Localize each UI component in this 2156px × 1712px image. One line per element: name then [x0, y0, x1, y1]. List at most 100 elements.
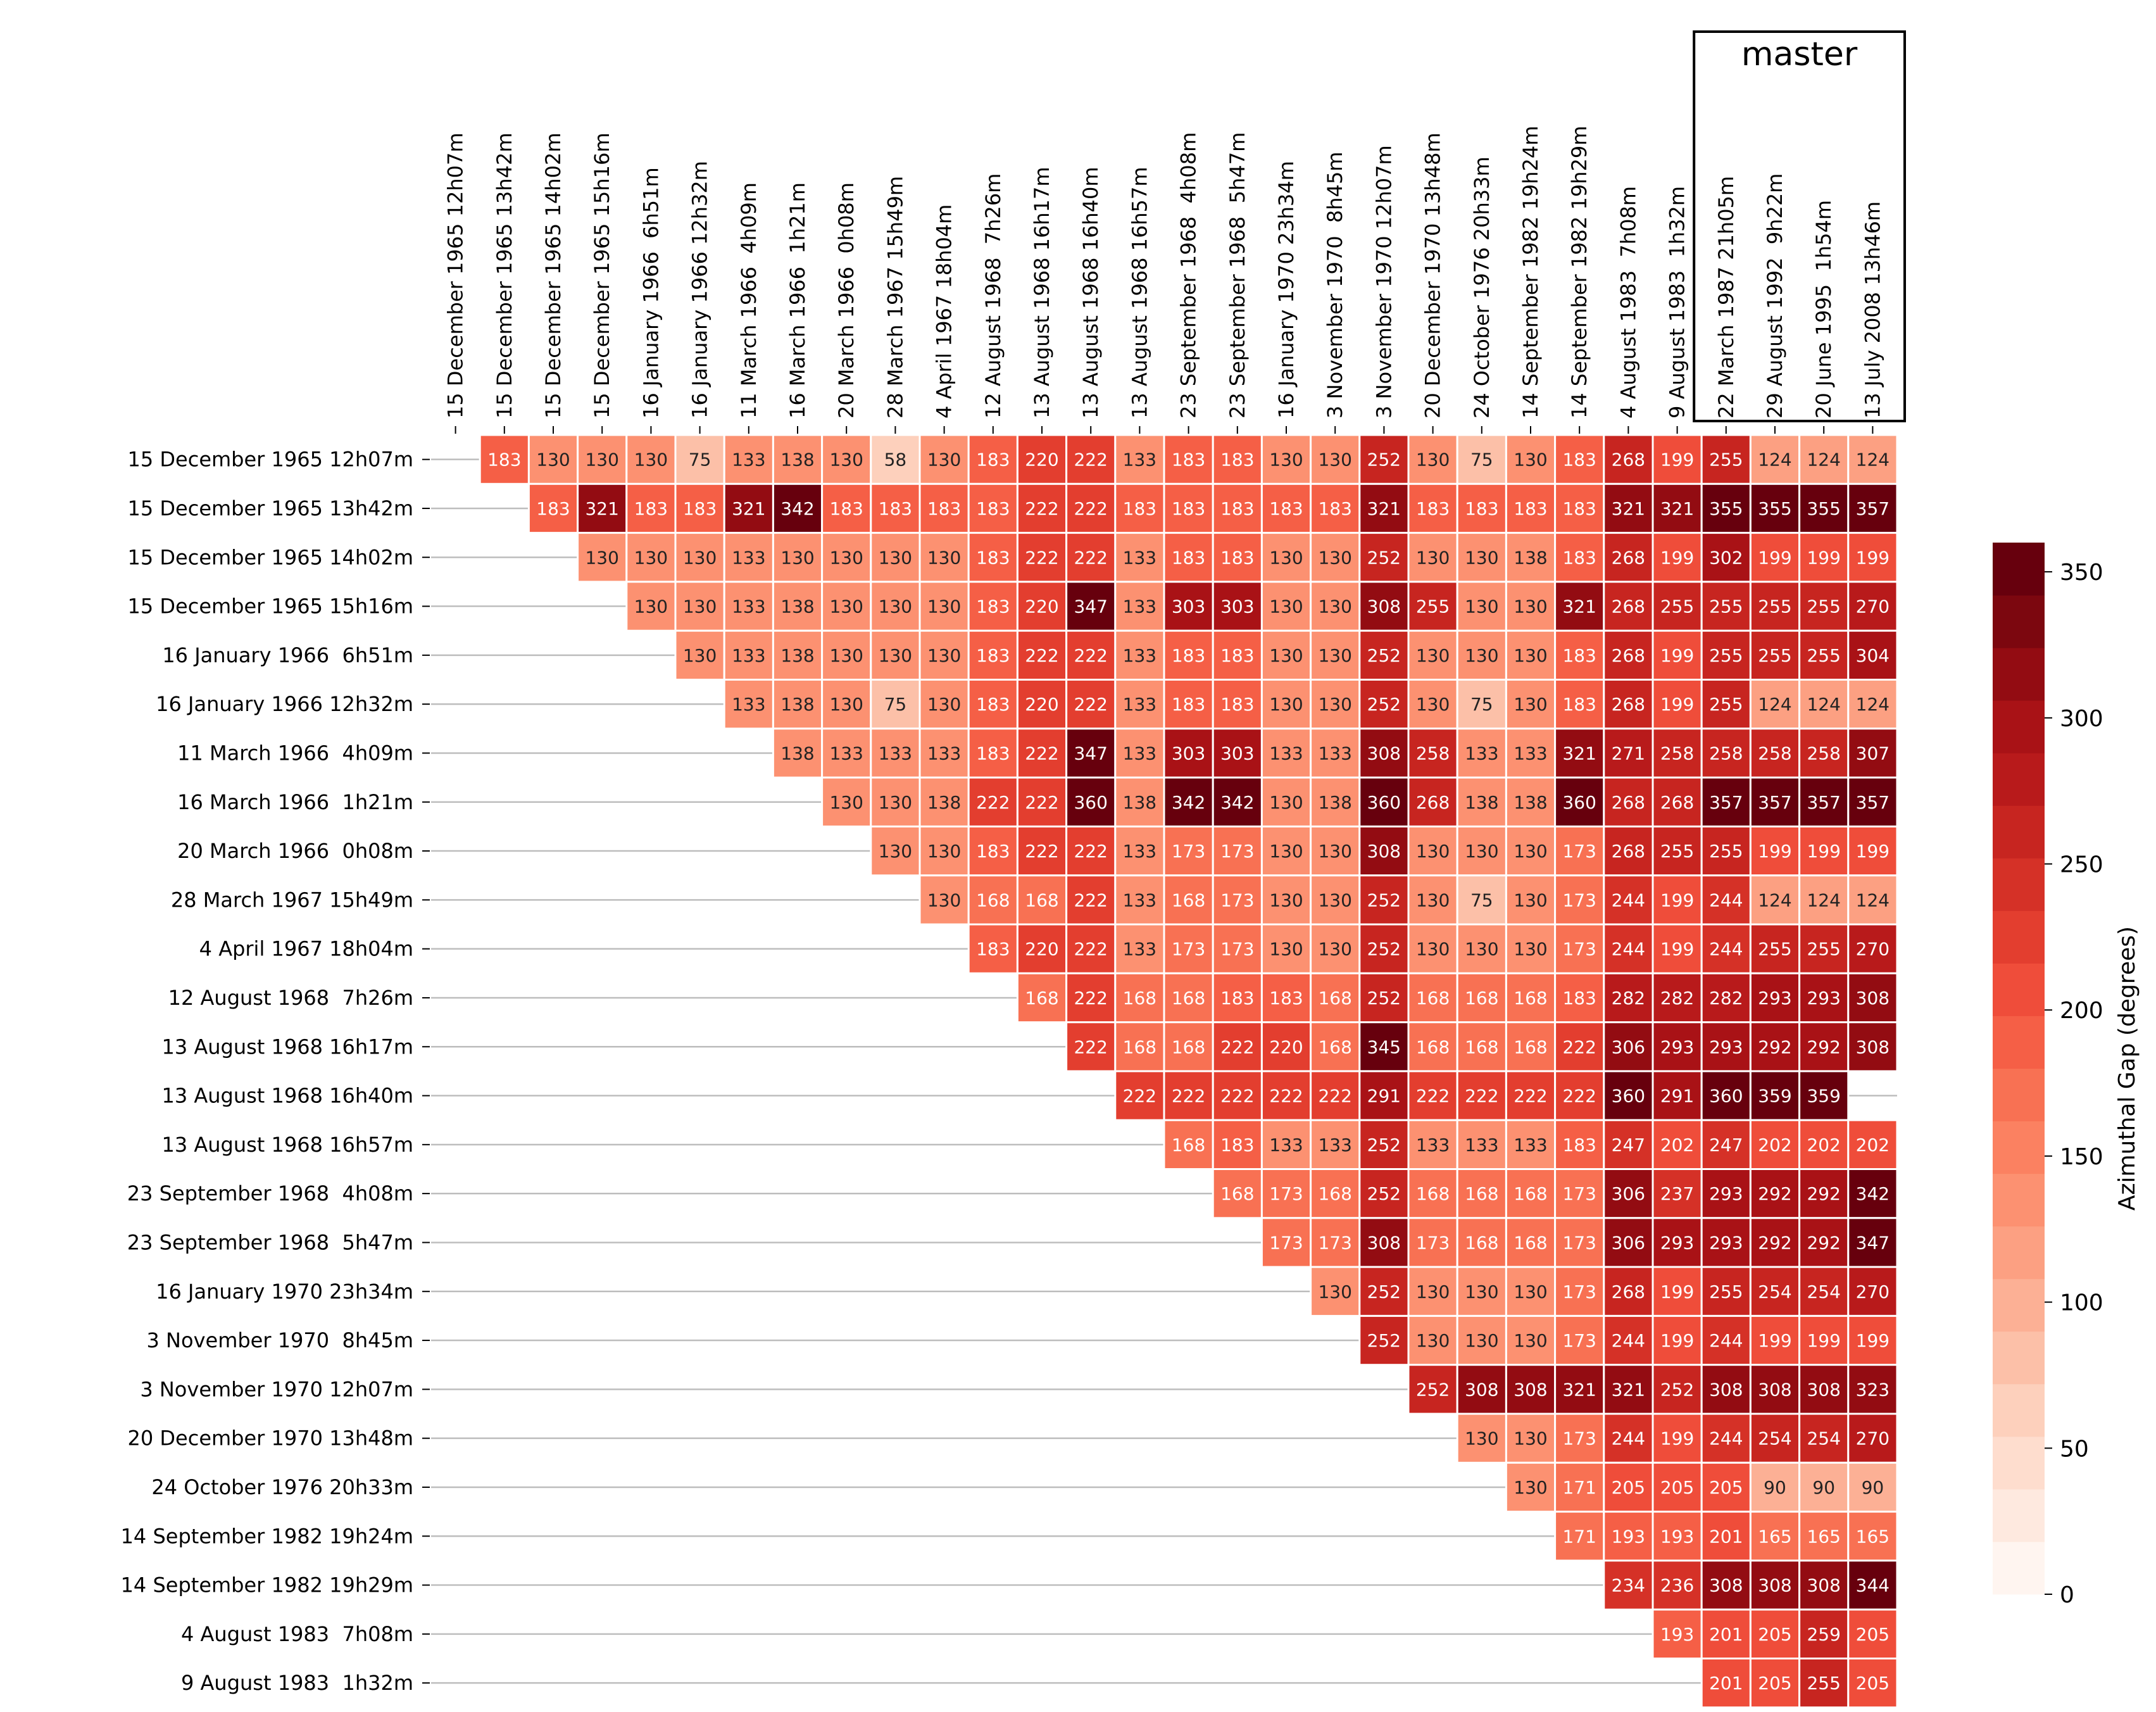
cell-value: 252 [1367, 1135, 1401, 1155]
cell-value: 130 [585, 450, 618, 470]
cell-value: 220 [1269, 1036, 1303, 1057]
heatmap-cell [1749, 1314, 1801, 1366]
master-label: master [1741, 35, 1858, 73]
cell-value: 130 [927, 645, 961, 666]
cell-value: 308 [1758, 1379, 1791, 1400]
cell-value: 183 [1269, 498, 1303, 519]
cell-value: 130 [829, 596, 863, 617]
heatmap-cell [1065, 825, 1117, 877]
column-label: 15 December 1965 12h07m [444, 133, 468, 419]
cell-value: 168 [1416, 1036, 1450, 1057]
heatmap-cell [1603, 629, 1654, 681]
column-label: 16 March 1966 1h21m [786, 182, 810, 419]
cell-value: 342 [780, 498, 814, 519]
heatmap-cell [1700, 1314, 1752, 1366]
cell-value: 255 [1807, 596, 1840, 617]
heatmap-cell [1114, 727, 1165, 779]
heatmap-cell [1163, 972, 1214, 1024]
cell-value: 183 [976, 450, 1010, 470]
heatmap-cell [1554, 776, 1605, 828]
heatmap-cell [1700, 581, 1752, 632]
heatmap-cell [1603, 1021, 1654, 1073]
cell-value: 75 [1470, 450, 1493, 470]
column-label: 22 March 1987 21h05m [1714, 176, 1738, 419]
cell-value: 124 [1758, 694, 1791, 715]
cell-value: 347 [1856, 1232, 1890, 1253]
colorbar-tick-label: 150 [2060, 1144, 2103, 1170]
cell-value: 199 [1856, 1330, 1890, 1351]
heatmap-cell [1358, 482, 1410, 534]
heatmap-cell [1407, 923, 1458, 974]
colorbar-tick-label: 0 [2060, 1582, 2074, 1608]
cell-value: 359 [1807, 1086, 1840, 1107]
cell-value: 130 [1318, 547, 1351, 568]
cell-value: 90 [1764, 1477, 1786, 1498]
cell-value: 168 [1465, 1183, 1498, 1204]
cell-value: 173 [1562, 939, 1596, 960]
cell-value: 321 [1562, 596, 1596, 617]
cell-value: 183 [487, 450, 521, 470]
cell-value: 222 [1074, 841, 1107, 862]
heatmap-cell [1358, 1168, 1410, 1219]
heatmap-cell [1065, 874, 1117, 926]
cell-value: 308 [1465, 1379, 1498, 1400]
cell-value: 171 [1562, 1477, 1596, 1498]
cell-value: 183 [976, 498, 1010, 519]
heatmap-cell [1798, 1314, 1850, 1366]
cell-value: 130 [683, 645, 717, 666]
cell-value: 130 [1269, 694, 1303, 715]
heatmap-cell [1603, 727, 1654, 779]
heatmap-cell [1407, 1364, 1458, 1415]
cell-value: 347 [1074, 596, 1107, 617]
cell-value: 244 [1709, 1330, 1743, 1351]
cell-value: 270 [1856, 1428, 1890, 1449]
row-label: 4 April 1967 18h04m [199, 937, 413, 961]
cell-value: 183 [1269, 988, 1303, 1009]
column-label: 20 March 1966 0h08m [834, 182, 858, 419]
heatmap-cell [967, 825, 1018, 877]
cell-value: 133 [927, 743, 961, 764]
cell-value: 321 [1367, 498, 1401, 519]
row-label: 11 March 1966 4h09m [177, 741, 413, 765]
cell-value: 168 [1416, 988, 1450, 1009]
cell-value: 130 [1416, 939, 1450, 960]
heatmap-cell [1603, 776, 1654, 828]
cell-value: 268 [1612, 596, 1645, 617]
cell-value: 183 [1465, 498, 1498, 519]
heatmap-cell [1847, 1168, 1898, 1219]
cell-value: 168 [1123, 988, 1156, 1009]
cell-value: 168 [1514, 988, 1547, 1009]
cell-value: 133 [1465, 1135, 1498, 1155]
cell-value: 236 [1660, 1575, 1694, 1596]
cell-value: 183 [1562, 498, 1596, 519]
heatmap-cell [1749, 874, 1801, 926]
cell-value: 133 [1514, 1135, 1547, 1155]
heatmap-cell [772, 482, 824, 534]
row-label: 3 November 1970 12h07m [140, 1377, 413, 1401]
cell-value: 202 [1856, 1135, 1890, 1155]
cell-value: 293 [1709, 1036, 1743, 1057]
cell-value: 282 [1660, 988, 1694, 1009]
heatmap-cell [1749, 1364, 1801, 1415]
heatmap-cell [1847, 1559, 1898, 1611]
column-label: 14 September 1982 19h24m [1519, 126, 1543, 419]
cell-value: 183 [1220, 988, 1254, 1009]
heatmap-cell [1554, 1021, 1605, 1073]
row-labels: 15 December 1965 12h07m 15 December 1965 … [121, 448, 430, 1695]
heatmap-cell [1358, 581, 1410, 632]
cell-value: 342 [1172, 792, 1205, 813]
cell-value: 303 [1220, 596, 1254, 617]
cell-value: 199 [1856, 841, 1890, 862]
cell-value: 130 [1416, 450, 1450, 470]
cell-value: 268 [1612, 694, 1645, 715]
cell-value: 130 [829, 694, 863, 715]
row-label: 15 December 1965 15h16m [128, 595, 414, 619]
cell-value: 292 [1807, 1036, 1840, 1057]
cell-value: 130 [634, 450, 668, 470]
cell-value: 130 [1318, 450, 1351, 470]
cell-value: 130 [683, 547, 717, 568]
heatmap-cell [1847, 1021, 1898, 1073]
cell-value: 168 [1172, 1135, 1205, 1155]
row-label: 15 December 1965 12h07m [128, 448, 414, 472]
heatmap-cell [1700, 776, 1752, 828]
